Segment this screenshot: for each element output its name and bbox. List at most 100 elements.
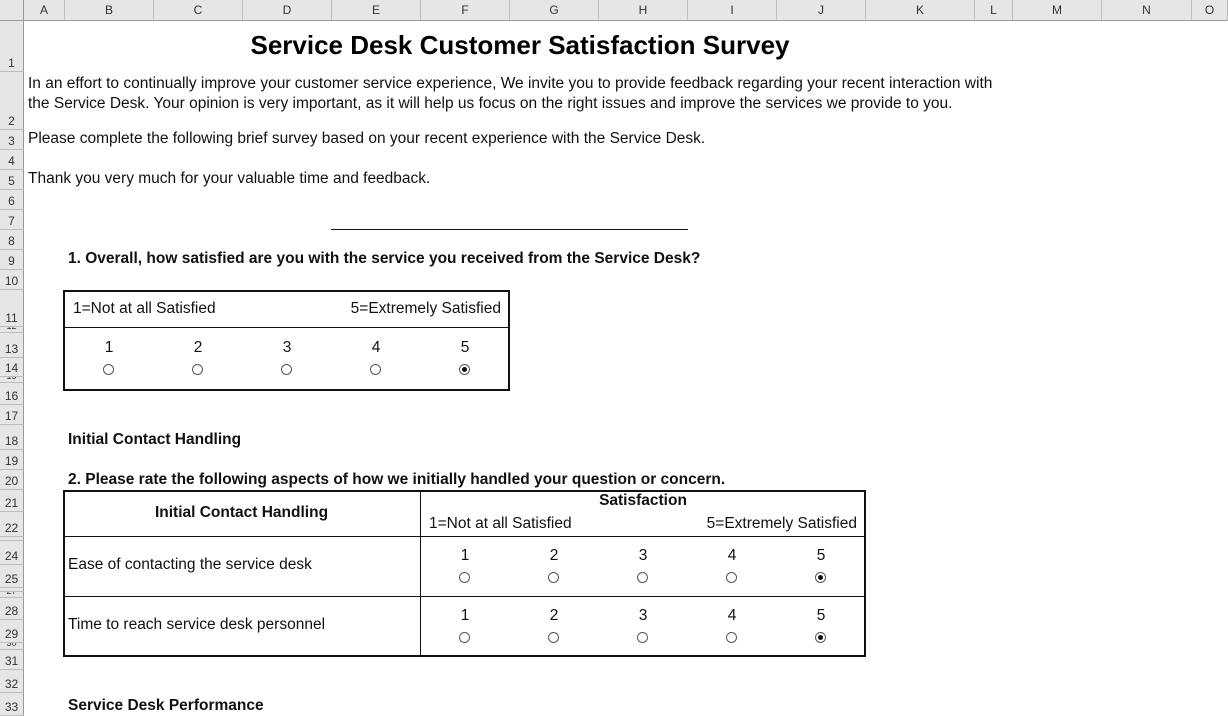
row-header[interactable]: 24 <box>0 541 24 565</box>
column-header[interactable]: M <box>1013 0 1102 21</box>
row-header[interactable]: 2 <box>0 72 24 130</box>
scale-number: 2 <box>549 607 559 624</box>
radio-button[interactable] <box>637 572 648 583</box>
column-header[interactable]: A <box>24 0 65 21</box>
scale-number: 5 <box>460 339 470 356</box>
divider <box>64 327 509 328</box>
radio-button[interactable] <box>459 572 470 583</box>
row-header[interactable]: 10 <box>0 270 24 290</box>
radio-dot <box>818 635 823 640</box>
row-header[interactable]: 9 <box>0 250 24 270</box>
radio-button[interactable] <box>459 632 470 643</box>
divider <box>64 536 865 537</box>
row-header[interactable]: 27 <box>0 592 24 598</box>
table-header: Initial Contact Handling <box>154 504 329 521</box>
radio-button[interactable] <box>726 632 737 643</box>
scale-number: 5 <box>816 547 826 564</box>
row-header[interactable]: 3 <box>0 130 24 150</box>
column-header[interactable]: H <box>599 0 688 21</box>
row-header[interactable]: 17 <box>0 405 24 425</box>
row-header[interactable]: 15 <box>0 377 24 383</box>
scale-number: 3 <box>282 339 292 356</box>
radio-button[interactable] <box>726 572 737 583</box>
column-header[interactable]: L <box>975 0 1013 21</box>
thanks: Thank you very much for your valuable ti… <box>28 170 431 187</box>
row-header[interactable]: 20 <box>0 470 24 490</box>
high-label: 5=Extremely Satisfied <box>706 515 857 532</box>
row-header[interactable]: 4 <box>0 150 24 170</box>
rating-table <box>63 490 866 657</box>
scale-number: 3 <box>638 607 648 624</box>
row-header[interactable]: 26 <box>0 588 24 592</box>
row-header[interactable]: 7 <box>0 210 24 230</box>
radio-button[interactable] <box>548 632 559 643</box>
scale-number: 4 <box>727 607 737 624</box>
column-header[interactable]: B <box>65 0 154 21</box>
section-heading: Service Desk Performance <box>68 697 264 714</box>
column-header[interactable]: N <box>1102 0 1192 21</box>
item-label: Time to reach service desk personnel <box>68 616 326 633</box>
scale-number: 2 <box>549 547 559 564</box>
column-header[interactable]: J <box>777 0 866 21</box>
column-header[interactable]: I <box>688 0 777 21</box>
row-header[interactable]: 18 <box>0 425 24 450</box>
scale-number: 1 <box>104 339 114 356</box>
row-header[interactable]: 11 <box>0 290 24 327</box>
low-label: 1=Not at all Satisfied <box>73 300 216 317</box>
row-header[interactable]: 1 <box>0 21 24 72</box>
section-heading: Initial Contact Handling <box>68 431 242 448</box>
scale-number: 1 <box>460 607 470 624</box>
radio-button[interactable] <box>192 364 203 375</box>
question: 2. Please rate the following aspects of … <box>68 471 726 488</box>
select-all[interactable] <box>0 0 24 21</box>
group-header: Satisfaction <box>599 492 687 509</box>
scale-number: 4 <box>727 547 737 564</box>
radio-button[interactable] <box>103 364 114 375</box>
row-header[interactable]: 22 <box>0 512 24 537</box>
radio-button[interactable] <box>370 364 381 375</box>
scale-number: 3 <box>638 547 648 564</box>
row-header[interactable]: 23 <box>0 537 24 541</box>
radio-dot <box>818 575 823 580</box>
scale-number: 2 <box>193 339 203 356</box>
column-header[interactable]: G <box>510 0 599 21</box>
separator <box>331 229 688 230</box>
column-header[interactable]: F <box>421 0 510 21</box>
row-header[interactable]: 13 <box>0 333 24 358</box>
intro: In an effort to continually improve your… <box>28 75 993 112</box>
item-label: Ease of contacting the service desk <box>68 556 312 573</box>
scale-number: 1 <box>460 547 470 564</box>
low-label: 1=Not at all Satisfied <box>429 515 572 532</box>
row-header[interactable]: 12 <box>0 327 24 333</box>
row-header[interactable]: 14 <box>0 358 24 377</box>
radio-dot <box>462 367 467 372</box>
row-header[interactable]: 28 <box>0 598 24 620</box>
radio-button[interactable] <box>548 572 559 583</box>
row-header[interactable]: 25 <box>0 565 24 588</box>
scale-number: 4 <box>371 339 381 356</box>
row-header[interactable]: 5 <box>0 170 24 190</box>
column-header[interactable]: E <box>332 0 421 21</box>
radio-button[interactable] <box>281 364 292 375</box>
row-header[interactable]: 33 <box>0 693 24 716</box>
row-header[interactable]: 32 <box>0 670 24 693</box>
row-header[interactable]: 30 <box>0 643 24 650</box>
column-header[interactable]: C <box>154 0 243 21</box>
question: 1. Overall, how satisfied are you with t… <box>68 250 701 267</box>
column-header[interactable]: O <box>1192 0 1228 21</box>
instruction: Please complete the following brief surv… <box>28 130 706 147</box>
row-header[interactable]: 31 <box>0 650 24 670</box>
row-header[interactable]: 16 <box>0 383 24 405</box>
row-header[interactable]: 6 <box>0 190 24 210</box>
divider <box>64 596 865 597</box>
row-header[interactable]: 29 <box>0 620 24 643</box>
title: Service Desk Customer Satisfaction Surve… <box>250 30 790 60</box>
radio-button[interactable] <box>637 632 648 643</box>
row-header[interactable]: 21 <box>0 490 24 512</box>
column-header[interactable]: K <box>866 0 975 21</box>
row-header[interactable]: 19 <box>0 450 24 470</box>
row-header[interactable]: 8 <box>0 230 24 250</box>
divider <box>420 491 421 656</box>
column-header[interactable]: D <box>243 0 332 21</box>
